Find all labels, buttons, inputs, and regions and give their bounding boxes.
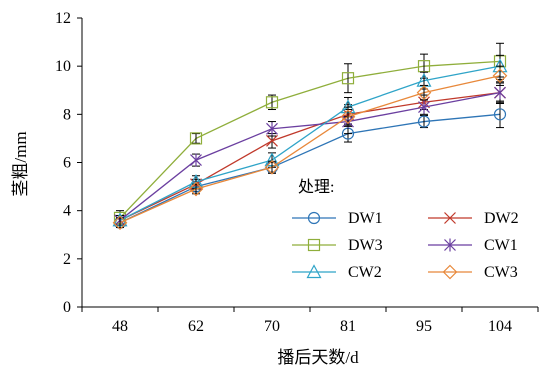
data-point: [493, 108, 507, 121]
data-point-shape: [492, 68, 508, 84]
data-point-shape: [188, 181, 204, 197]
legend-marker: [442, 264, 458, 280]
legend-marker: [306, 264, 322, 279]
data-point-shape: [493, 108, 507, 121]
y-tick-label: 0: [63, 299, 71, 316]
legend-marker-shape: [307, 238, 321, 252]
series-layer: [112, 42, 508, 231]
y-tick-label: 12: [55, 10, 71, 27]
series-line: [119, 92, 501, 221]
legend-marker-shape: [307, 211, 321, 225]
data-point: [340, 109, 356, 125]
x-tick-label: 62: [188, 318, 204, 335]
legend-item-dw1: DW1: [292, 210, 383, 227]
data-point: [417, 60, 431, 73]
legend-item-dw2: DW2: [428, 210, 519, 227]
y-tick-label: 8: [63, 106, 71, 123]
legend-marker-shape: [442, 264, 458, 280]
legend-label: CW3: [484, 264, 518, 281]
data-point-shape: [341, 72, 355, 85]
data-point: [417, 115, 431, 128]
y-tick-label: 6: [63, 155, 71, 172]
data-point-shape: [340, 109, 356, 125]
series-dw1: [113, 100, 507, 229]
legend-item-cw3: CW3: [428, 264, 518, 281]
legend-marker: [444, 238, 456, 252]
data-point-shape: [416, 85, 432, 101]
legend: 处理: DW1 DW2 DW3 CW1 CW2 CW3: [292, 178, 519, 281]
legend-marker-shape: [306, 264, 322, 279]
series-line: [119, 75, 501, 224]
data-point: [189, 132, 203, 145]
series-line: [119, 92, 501, 221]
y-axis-title: 茎粗/mm: [11, 131, 30, 196]
data-point: [264, 159, 280, 175]
legend-item-dw3: DW3: [292, 237, 383, 254]
error-bar: [116, 217, 124, 229]
series-cw3: [112, 65, 508, 231]
series-line: [119, 113, 501, 224]
error-bar: [268, 94, 276, 111]
data-point: [265, 96, 279, 109]
x-axis-title: 播后天数/d: [277, 348, 359, 367]
series-line: [119, 65, 501, 221]
legend-label: CW1: [484, 237, 518, 254]
data-point: [341, 72, 355, 85]
x-tick-label: 95: [416, 318, 432, 335]
x-tick-label: 104: [488, 318, 512, 335]
data-point-shape: [266, 134, 278, 147]
y-tick-label: 2: [63, 251, 71, 268]
legend-marker: [307, 211, 321, 225]
error-bar: [192, 183, 200, 195]
y-tick-label: 10: [55, 58, 71, 75]
y-tick-label: 4: [63, 203, 71, 220]
series-cw1: [114, 82, 506, 227]
x-tick-label: 70: [264, 318, 280, 335]
data-point: [112, 215, 128, 231]
legend-item-cw1: CW1: [428, 237, 518, 254]
data-point-shape: [264, 159, 280, 175]
series-line: [119, 60, 501, 219]
legend-marker-shape: [444, 212, 456, 224]
data-point-shape: [189, 132, 203, 145]
data-point: [266, 122, 278, 136]
error-bar: [344, 63, 352, 94]
series-cw2: [112, 54, 508, 227]
data-point: [266, 134, 278, 147]
data-point-shape: [265, 96, 279, 109]
legend-label: DW1: [348, 210, 383, 227]
data-point: [494, 86, 506, 100]
error-bar: [192, 133, 200, 144]
legend-label: CW2: [348, 264, 382, 281]
legend-label: DW3: [348, 237, 383, 254]
legend-label: DW2: [484, 210, 519, 227]
tick-labels: 0 2 4 6 8 10 12 48 62 70 81 95 104: [55, 10, 512, 335]
data-point-shape: [112, 215, 128, 231]
data-point-shape: [417, 60, 431, 73]
data-point: [416, 85, 432, 101]
data-point: [418, 100, 430, 114]
data-point: [188, 181, 204, 197]
x-tick-label: 81: [340, 318, 356, 335]
data-point: [492, 68, 508, 84]
x-tick-label: 48: [112, 318, 128, 335]
legend-marker: [307, 238, 321, 252]
axes: [77, 17, 539, 312]
data-point-shape: [417, 115, 431, 128]
data-point: [190, 153, 202, 167]
legend-item-cw2: CW2: [292, 264, 382, 281]
legend-title: 处理:: [298, 178, 334, 196]
legend-marker: [444, 212, 456, 224]
